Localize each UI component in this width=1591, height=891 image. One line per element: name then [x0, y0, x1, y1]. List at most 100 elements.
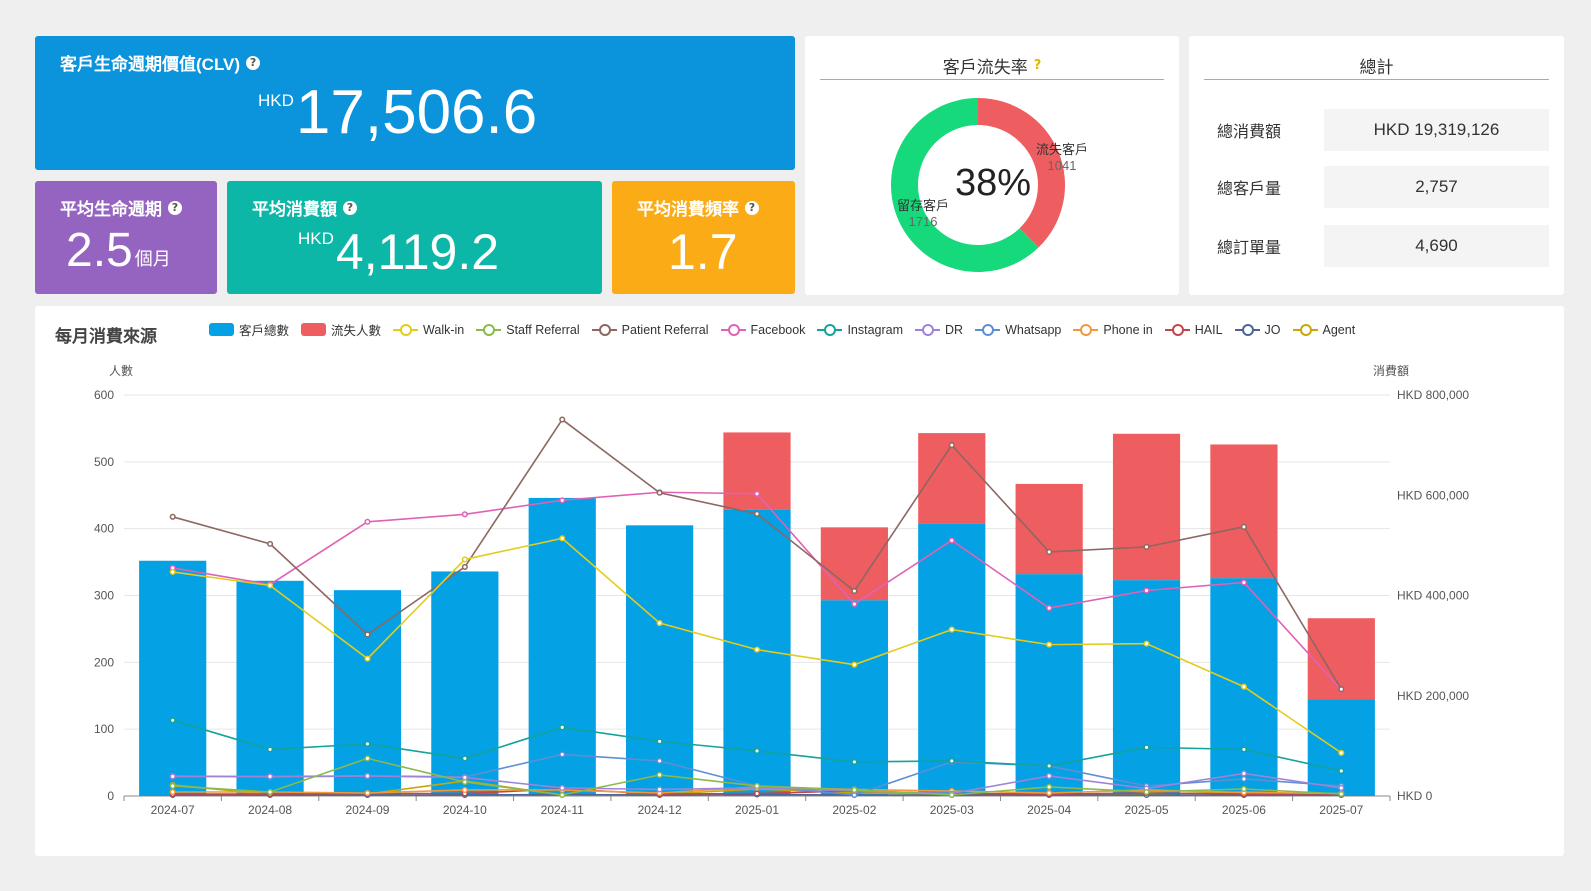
- legend-item[interactable]: DR: [915, 323, 963, 337]
- series-point[interactable]: [948, 757, 955, 764]
- series-point[interactable]: [1338, 767, 1345, 774]
- series-point[interactable]: [948, 791, 955, 799]
- bar-total-customers[interactable]: [139, 560, 207, 796]
- series-point[interactable]: [559, 724, 566, 731]
- series-point[interactable]: [169, 773, 176, 780]
- series-point[interactable]: [364, 772, 371, 780]
- bar-total-customers[interactable]: [1307, 699, 1375, 796]
- bar-churned[interactable]: [723, 432, 791, 510]
- bar-total-customers[interactable]: [1015, 574, 1083, 796]
- series-point[interactable]: [1240, 770, 1247, 777]
- bar-total-customers[interactable]: [333, 590, 402, 796]
- series-point[interactable]: [461, 755, 468, 762]
- series-point[interactable]: [1143, 640, 1150, 647]
- series-point[interactable]: [267, 540, 274, 547]
- series-point[interactable]: [1240, 746, 1247, 753]
- series-point[interactable]: [1143, 744, 1150, 751]
- bar-churned[interactable]: [1307, 618, 1375, 700]
- series-point[interactable]: [1046, 604, 1053, 612]
- series-point[interactable]: [1143, 543, 1150, 550]
- legend-item[interactable]: HAIL: [1164, 323, 1223, 337]
- series-point[interactable]: [656, 620, 663, 627]
- series-point[interactable]: [1046, 762, 1053, 769]
- series-point[interactable]: [1240, 775, 1247, 783]
- help-icon[interactable]: ?: [745, 200, 759, 215]
- series-point[interactable]: [1338, 686, 1345, 693]
- help-icon[interactable]: ?: [343, 200, 357, 215]
- series-point[interactable]: [1240, 683, 1247, 690]
- series-point[interactable]: [851, 587, 858, 595]
- churned-segment[interactable]: [978, 98, 1065, 248]
- series-point[interactable]: [364, 518, 371, 525]
- legend-item[interactable]: Walk-in: [393, 323, 464, 337]
- bar-total-customers[interactable]: [918, 523, 986, 796]
- series-point[interactable]: [559, 791, 566, 799]
- series-point[interactable]: [364, 655, 371, 662]
- series-point[interactable]: [656, 738, 663, 745]
- series-point[interactable]: [364, 755, 371, 762]
- series-point[interactable]: [656, 757, 663, 764]
- series-point[interactable]: [267, 582, 274, 589]
- legend-item[interactable]: Facebook: [720, 323, 805, 337]
- series-point[interactable]: [753, 782, 761, 790]
- legend-item[interactable]: Whatsapp: [975, 323, 1061, 337]
- series-point[interactable]: [267, 788, 274, 796]
- series-point[interactable]: [948, 537, 955, 544]
- series-point[interactable]: [364, 789, 371, 797]
- bar-churned[interactable]: [1015, 483, 1083, 575]
- series-point[interactable]: [267, 746, 274, 753]
- bar-total-customers[interactable]: [626, 525, 694, 796]
- series-point[interactable]: [656, 771, 663, 778]
- bar-total-customers[interactable]: [431, 571, 499, 796]
- series-point[interactable]: [753, 646, 761, 653]
- series-point[interactable]: [267, 773, 274, 780]
- series-point[interactable]: [559, 497, 566, 504]
- series-point[interactable]: [656, 786, 663, 793]
- series-point[interactable]: [1143, 788, 1150, 796]
- series-point[interactable]: [559, 416, 566, 423]
- series-point[interactable]: [1143, 587, 1150, 594]
- series-point[interactable]: [169, 568, 176, 575]
- series-point[interactable]: [851, 661, 858, 668]
- series-point[interactable]: [461, 556, 468, 563]
- series-point[interactable]: [1338, 784, 1345, 792]
- series-point[interactable]: [753, 490, 761, 497]
- series-point[interactable]: [851, 600, 858, 608]
- bar-churned[interactable]: [1210, 444, 1278, 579]
- series-point[interactable]: [753, 790, 761, 797]
- retained-segment[interactable]: [891, 98, 1039, 272]
- bar-total-customers[interactable]: [1112, 580, 1181, 796]
- bar-total-customers[interactable]: [820, 600, 888, 796]
- legend-item[interactable]: Instagram: [817, 323, 903, 337]
- series-point[interactable]: [559, 784, 566, 792]
- legend-item[interactable]: Agent: [1292, 323, 1355, 337]
- series-point[interactable]: [364, 631, 371, 638]
- series-point[interactable]: [559, 535, 566, 542]
- series-point[interactable]: [461, 786, 468, 794]
- series-point[interactable]: [169, 717, 176, 724]
- series-point[interactable]: [1338, 790, 1345, 798]
- series-point[interactable]: [1240, 523, 1247, 530]
- help-icon[interactable]: ?: [168, 200, 182, 215]
- series-point[interactable]: [851, 786, 858, 794]
- help-icon[interactable]: ?: [246, 55, 261, 70]
- series-point[interactable]: [753, 510, 761, 517]
- legend-item[interactable]: JO: [1234, 323, 1281, 337]
- bar-total-customers[interactable]: [236, 580, 304, 796]
- series-point[interactable]: [656, 489, 663, 496]
- legend-item[interactable]: 客戶總數: [209, 320, 289, 339]
- series-point[interactable]: [1046, 548, 1053, 555]
- series-point[interactable]: [1240, 785, 1247, 793]
- legend-item[interactable]: Patient Referral: [591, 323, 709, 337]
- legend-item[interactable]: Staff Referral: [476, 323, 580, 337]
- series-point[interactable]: [851, 758, 858, 765]
- series-point[interactable]: [364, 740, 371, 747]
- legend-item[interactable]: 流失人數: [301, 320, 381, 339]
- series-point[interactable]: [1240, 579, 1247, 586]
- bar-total-customers[interactable]: [528, 497, 596, 796]
- series-point[interactable]: [948, 442, 955, 449]
- help-icon[interactable]: ?: [1033, 57, 1042, 73]
- legend-item[interactable]: Phone in: [1073, 323, 1153, 337]
- series-point[interactable]: [1046, 783, 1053, 791]
- series-point[interactable]: [461, 511, 468, 518]
